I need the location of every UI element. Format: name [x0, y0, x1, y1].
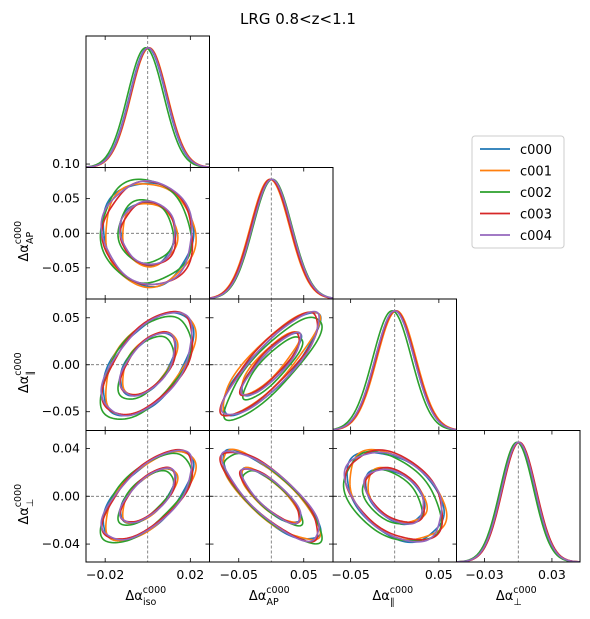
contour-2sigma-c001 — [222, 311, 322, 416]
panel-perp-perp: −0.03 0.03 — [456, 430, 581, 582]
posterior-c004 — [209, 178, 333, 299]
axis-label: Δαc000 iso — [125, 585, 166, 608]
contour-2sigma-c004 — [220, 450, 320, 543]
panel-content — [209, 167, 333, 299]
panel-AP-iso: 0.10 0.05 0.00 −0.05 — [42, 156, 210, 300]
chart-title: LRG 0.8<z<1.1 — [240, 10, 356, 28]
legend-label-c003: c003 — [520, 208, 552, 223]
y-tick-label: 0.00 — [52, 488, 80, 503]
plot-grid: 0.10 0.05 0.00 −0.05 0.05 0.00 −0.05 −0.02 0.02 0… — [13, 35, 581, 608]
panel-perp-iso: −0.02 0.02 0.04 0.00 −0.04 — [42, 430, 210, 582]
contour-2sigma-c000 — [102, 450, 195, 542]
posterior-c004 — [456, 441, 580, 562]
axis-label: Δαc000⊥ — [13, 484, 36, 525]
contour-2sigma-c003 — [219, 311, 319, 417]
y-tick-label: −0.05 — [42, 404, 80, 419]
contour-1sigma-c003 — [238, 331, 301, 397]
contour-1sigma-c002 — [241, 469, 304, 527]
x-tick-label: −0.05 — [331, 567, 369, 582]
panel-perp-AP: −0.05 0.05 — [209, 430, 334, 582]
panel-content — [209, 430, 333, 562]
contour-2sigma-c004 — [100, 311, 193, 417]
contour-2sigma-c004 — [100, 180, 193, 286]
panel-content — [209, 299, 333, 431]
y-tick-label: −0.05 — [42, 260, 80, 275]
legend-label-c001: c001 — [520, 165, 552, 180]
panel-par-par — [332, 298, 457, 431]
x-tick-label: 0.02 — [176, 567, 204, 582]
contour-2sigma-c001 — [349, 448, 448, 541]
contour-2sigma-c000 — [222, 311, 322, 417]
contour-1sigma-c004 — [240, 331, 302, 396]
contour-2sigma-c004 — [220, 310, 320, 416]
posterior-c002 — [333, 310, 457, 431]
x-tick-label: 0.05 — [425, 567, 453, 582]
y-tick-label: 0.00 — [52, 225, 80, 240]
panel-content — [333, 299, 457, 431]
y-tick-label: 0.05 — [52, 310, 80, 325]
x-tick-label: −0.05 — [220, 567, 258, 582]
posterior-c004 — [86, 47, 210, 168]
panel-AP-AP — [209, 167, 334, 300]
panel-par-iso: 0.05 0.00 −0.05 — [42, 298, 210, 431]
x-tick-label: −0.03 — [465, 567, 503, 582]
contour-2sigma-c001 — [105, 311, 197, 416]
panel-content — [86, 299, 210, 431]
y-tick-label: −0.04 — [42, 536, 80, 551]
panel-iso-iso — [85, 35, 210, 168]
contour-1sigma-c004 — [118, 200, 176, 265]
legend-label-c004: c004 — [520, 229, 552, 244]
contour-1sigma-c003 — [364, 466, 425, 524]
contour-1sigma-c000 — [364, 468, 426, 526]
contour-2sigma-c002 — [342, 450, 443, 542]
y-tick-label: 0.00 — [52, 357, 80, 372]
panel-perp-par: −0.05 0.05 — [331, 430, 457, 582]
posterior-c004 — [333, 310, 457, 431]
contour-2sigma-c000 — [102, 311, 195, 417]
contour-1sigma-c004 — [363, 468, 425, 525]
axis-label: Δαc000∥ — [372, 585, 413, 608]
contour-2sigma-c003 — [101, 310, 194, 416]
legend-box — [471, 135, 565, 249]
axis-label: Δαc000∥ — [13, 352, 36, 393]
x-tick-label: 0.05 — [290, 567, 318, 582]
contour-1sigma-c004 — [118, 467, 176, 524]
panel-par-AP — [209, 298, 334, 431]
legend-label-c000: c000 — [520, 143, 552, 158]
contour-2sigma-c001 — [222, 448, 322, 541]
axis-label: Δαc000⊥ — [496, 585, 537, 608]
y-tick-label: 0.10 — [52, 156, 80, 171]
contour-1sigma-c002 — [117, 335, 175, 400]
contour-1sigma-c004 — [240, 467, 302, 525]
x-tick-label: 0.03 — [538, 567, 566, 582]
y-tick-label: 0.05 — [52, 191, 80, 206]
panel-content — [86, 36, 210, 168]
x-tick-label: −0.02 — [86, 567, 124, 582]
contour-2sigma-c002 — [222, 452, 323, 545]
panel-content — [86, 167, 210, 299]
panel-frame — [456, 430, 581, 563]
contour-1sigma-c002 — [361, 468, 423, 525]
legend: c000 c001 c002 c003 c004 — [471, 135, 565, 249]
axis-label: Δαc000AP — [13, 221, 36, 262]
panel-content — [333, 430, 457, 562]
contour-2sigma-c002 — [222, 316, 323, 422]
contour-2sigma-c004 — [100, 449, 193, 541]
legend-label-c002: c002 — [520, 186, 552, 201]
panel-content — [86, 430, 210, 562]
contour-2sigma-c000 — [346, 451, 445, 544]
contour-1sigma-c002 — [117, 469, 175, 526]
contour-2sigma-c002 — [99, 315, 193, 421]
panel-content — [456, 430, 580, 562]
contour-2sigma-c003 — [344, 449, 444, 541]
y-tick-label: 0.04 — [52, 440, 80, 455]
contour-2sigma-c004 — [343, 451, 443, 543]
contour-1sigma-c004 — [118, 332, 176, 397]
